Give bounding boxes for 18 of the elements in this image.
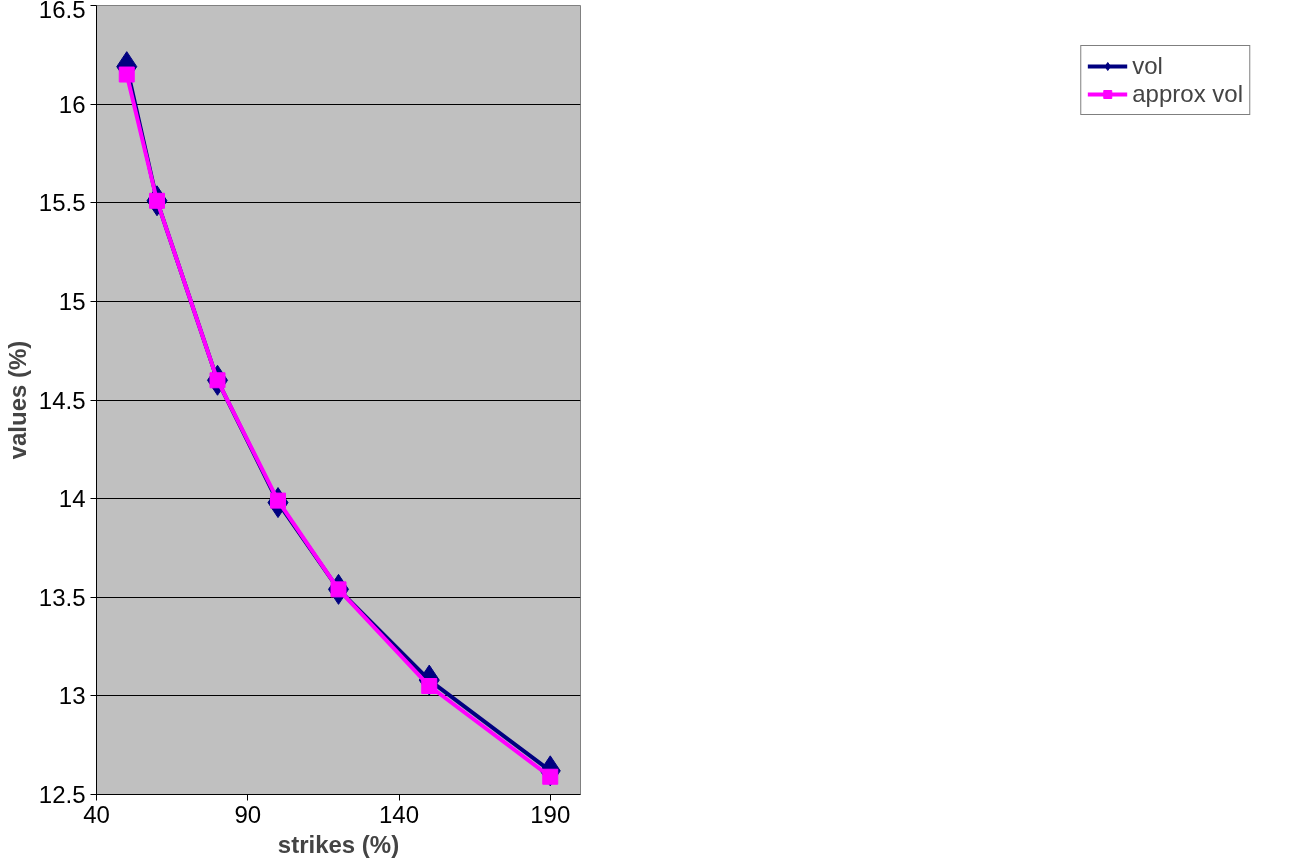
legend-label: vol — [1132, 52, 1163, 80]
x-tick-label: 140 — [378, 800, 420, 828]
y-tick-label: 13 — [58, 682, 86, 710]
y-tick-label: 15.5 — [38, 189, 86, 217]
y-tick-label: 16 — [58, 90, 86, 118]
point — [118, 66, 135, 83]
y-tick-label: 13.5 — [38, 583, 86, 611]
y-tick-label: 14.5 — [38, 386, 86, 414]
y-tick-label: 16.5 — [38, 0, 86, 23]
y-tick-label: 12.5 — [38, 781, 86, 808]
x-tick-label: 190 — [530, 800, 571, 828]
x-tick-label: 40 — [83, 800, 110, 828]
y-tick-label: 14 — [58, 485, 86, 513]
x-tick-label: 90 — [234, 800, 262, 828]
y-tick-label: 15 — [58, 287, 86, 315]
x-axis-title: strikes (%) — [277, 830, 400, 858]
legend-label: approx vol — [1132, 80, 1243, 108]
y-axis-title: values (%) — [3, 340, 31, 460]
